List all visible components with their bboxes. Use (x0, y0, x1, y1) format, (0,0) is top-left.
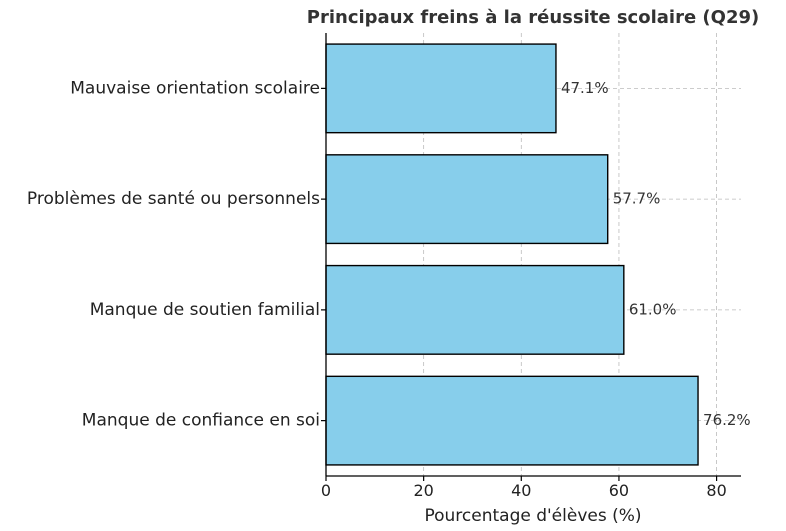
category-label-3: Manque de soutien familial (90, 300, 320, 320)
category-labels-group: Mauvaise orientation scolaire Problèmes d… (27, 78, 320, 430)
chart-title: Principaux freins à la réussite scolaire… (307, 7, 759, 28)
value-labels-group: 47.1% 57.7% 61.0% 76.2% (561, 79, 751, 429)
x-axis-label: Pourcentage d'élèves (%) (424, 506, 641, 526)
x-ticks-group: 0 20 40 60 80 (321, 87, 727, 500)
x-tick-label-0: 0 (321, 481, 331, 500)
value-label-2: 57.7% (613, 190, 661, 208)
value-label-4: 76.2% (703, 411, 751, 429)
category-label-1: Mauvaise orientation scolaire (70, 78, 320, 98)
bar-2 (325, 154, 609, 245)
x-tick-label-2: 40 (511, 481, 531, 500)
x-tick-label-4: 80 (706, 481, 726, 500)
bar-3 (325, 264, 625, 355)
category-label-2: Problèmes de santé ou personnels (27, 189, 320, 209)
bars-group (325, 43, 699, 466)
axes-group (325, 33, 741, 477)
x-tick-label-3: 60 (609, 481, 629, 500)
bar-4 (325, 375, 699, 466)
bar-1 (325, 43, 557, 134)
category-label-4: Manque de confiance en soi (82, 411, 320, 431)
value-label-3: 61.0% (629, 300, 677, 318)
value-label-1: 47.1% (561, 79, 609, 97)
x-tick-label-1: 20 (413, 481, 433, 500)
